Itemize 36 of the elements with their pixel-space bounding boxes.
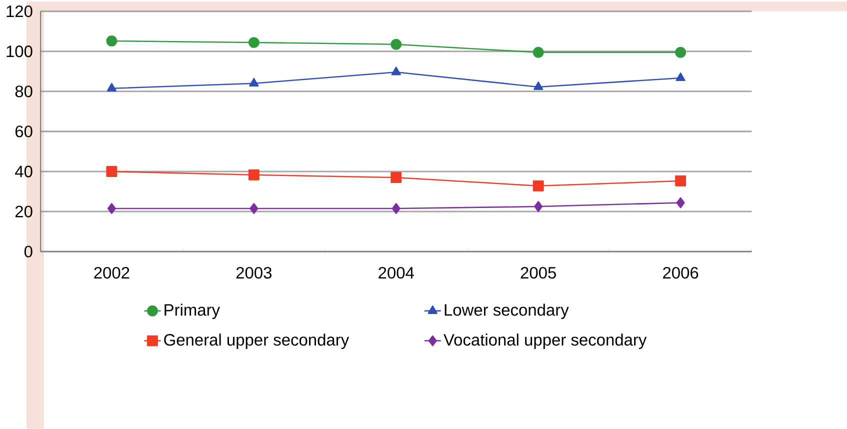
y-tick-label: 20 [15,206,32,218]
x-tick-label: 2005 [520,267,556,279]
point [534,82,544,90]
legend-label: Vocational upper secondary [444,334,647,350]
y-tick-label: 80 [15,86,32,98]
point [106,82,117,92]
legend-label: Primary [164,304,220,320]
point [675,175,686,186]
legend-label: Lower secondary [444,304,569,320]
point [532,180,544,192]
y-tick-label: 60 [15,126,32,138]
point [249,78,259,87]
x-tick-label: 2003 [236,267,272,279]
point [392,203,400,214]
point [390,172,402,184]
point [106,166,118,178]
x-tick-label: 2006 [663,267,698,279]
point [676,72,686,82]
point [107,203,116,214]
point [106,36,118,46]
point [534,201,543,212]
x-tick-label: 2002 [94,267,130,279]
point [250,203,258,214]
point [391,66,401,76]
point [676,197,685,208]
y-tick-label: 0 [24,246,32,258]
x-tick-label: 2004 [378,267,414,279]
y-tick-label: 120 [6,6,32,18]
y-tick-label: 100 [6,46,32,58]
point [675,46,686,58]
point [390,38,402,50]
point [248,169,260,180]
point [532,46,544,58]
y-tick-label: 40 [15,166,32,178]
point [248,37,260,48]
legend-label: General upper secondary [164,334,350,350]
